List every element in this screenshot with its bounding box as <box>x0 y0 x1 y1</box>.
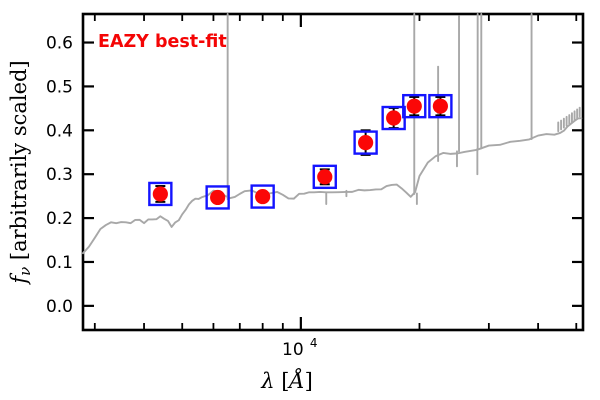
xtick-label-1e4: 10 4 <box>282 336 317 360</box>
x-axis-unit-bracket-close: ] <box>305 369 313 393</box>
photometry-point <box>353 129 378 156</box>
photometry-marker-dot <box>386 110 402 126</box>
photometry-marker-dot <box>255 188 271 205</box>
photometry-points <box>148 93 453 210</box>
y-axis-ticks: 0.0 0.1 0.2 0.3 0.4 0.5 0.6 <box>46 34 583 317</box>
photometry-point <box>402 93 427 119</box>
xtick-label-mantissa: 10 <box>282 340 304 360</box>
photometry-marker-box <box>402 93 427 119</box>
photometry-marker-box <box>148 181 173 207</box>
plot-frame <box>81 12 585 332</box>
y-axis-nu-symbol: ν <box>16 267 34 276</box>
photometry-marker-dot <box>210 189 226 206</box>
photometry-marker-box <box>428 93 453 119</box>
y-axis-f-symbol: f <box>7 273 31 286</box>
x-axis-lambda-symbol: λ <box>260 369 274 393</box>
photometry-marker-box <box>250 184 275 209</box>
x-axis-unit-bracket: [ <box>275 369 290 393</box>
y-tick-label: 0.0 <box>46 297 73 317</box>
eazy-bestfit-annotation: EAZY best-fit <box>98 32 227 52</box>
photometry-marker-dot <box>358 134 374 151</box>
photometry-marker-box <box>353 130 378 155</box>
photometry-point <box>381 105 406 131</box>
y-axis-unit-text: [arbitrarily scaled] <box>7 60 31 266</box>
photometry-marker-dot <box>406 98 422 114</box>
photometry-marker-dot <box>432 98 448 114</box>
y-axis-title-text: fν [arbitrarily scaled] <box>7 60 34 285</box>
y-tick-label: 0.3 <box>46 165 73 185</box>
y-axis-title: fν [arbitrarily scaled] <box>7 60 34 285</box>
xtick-label-exponent: 4 <box>310 336 318 350</box>
photometry-point <box>250 184 275 209</box>
y-tick-label: 0.5 <box>46 77 73 97</box>
y-tick-label: 0.2 <box>46 209 73 229</box>
photometry-point <box>428 93 453 119</box>
x-axis-ticks <box>93 14 578 330</box>
x-axis-angstrom-symbol: Å <box>286 368 304 393</box>
photometry-marker-box <box>205 185 230 210</box>
y-tick-label: 0.1 <box>46 253 73 273</box>
photometry-marker-dot <box>317 169 333 185</box>
photometry-marker-dot <box>152 186 168 202</box>
spectrum-continuum <box>82 117 583 255</box>
x-axis-title: λ [Å] <box>260 368 313 393</box>
y-tick-label: 0.4 <box>46 121 73 141</box>
y-tick-label: 0.6 <box>46 34 73 54</box>
photometry-marker-box <box>312 164 337 190</box>
photometry-point <box>148 181 173 207</box>
photometry-point <box>312 164 337 190</box>
x-axis-title-text: λ [Å] <box>260 368 313 393</box>
photometry-point <box>205 185 230 210</box>
